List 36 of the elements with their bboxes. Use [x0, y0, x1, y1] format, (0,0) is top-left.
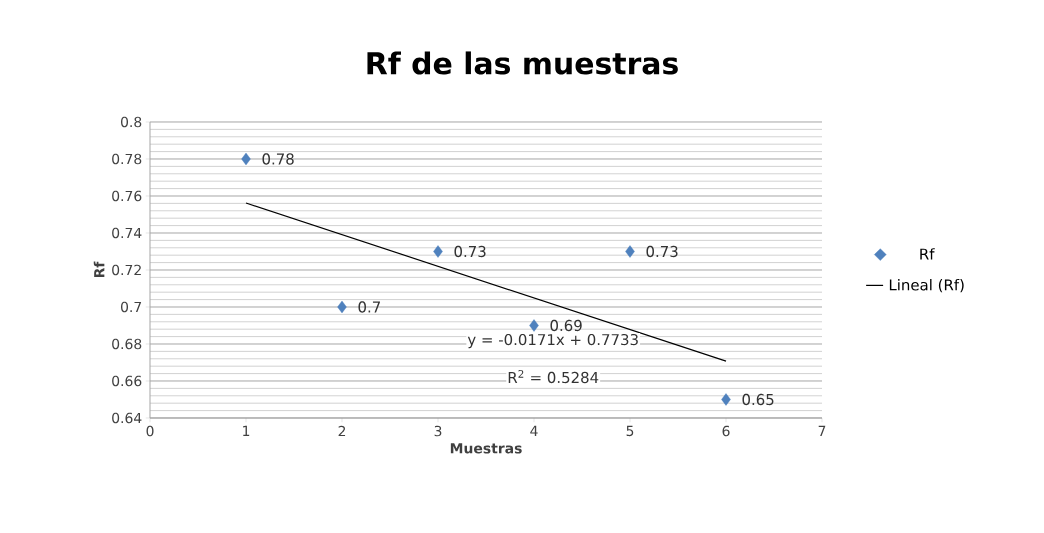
y-tick-label: 0.8	[120, 116, 142, 128]
data-label: 0.73	[454, 245, 486, 258]
x-tick-label: 2	[338, 425, 346, 437]
legend-label: Lineal (Rf)	[889, 278, 964, 293]
annotation: y = -0.0171x + 0.7733	[467, 333, 638, 349]
x-tick-label: 0	[146, 425, 154, 437]
data-label: 0.78	[262, 153, 294, 165]
point	[721, 393, 731, 406]
x-tick-label: 6	[722, 425, 730, 437]
point	[625, 245, 635, 258]
chart-title: Rf de las muestras	[367, 51, 678, 75]
y-tick-label: 0.7	[120, 301, 142, 313]
y-tick-label: 0.76	[112, 190, 142, 202]
y-tick-label: 0.72	[112, 264, 141, 276]
y-tick-label: 0.68	[112, 338, 142, 350]
data-label: 0.73	[646, 245, 678, 258]
y-tick-label: 0.74	[112, 227, 142, 239]
x-tick-label: 4	[530, 425, 538, 436]
x-tick-label: 3	[434, 425, 442, 437]
x-tick-label: 7	[818, 425, 826, 436]
y-tick-label: 0.64	[112, 412, 142, 424]
x-axis-title: Muestras	[450, 443, 522, 454]
y-axis-title: Rf	[93, 261, 105, 278]
y-tick-label: 0.78	[112, 153, 142, 165]
annotation: R$^{2}$ = 0.5284	[508, 369, 599, 384]
data-label: 0.65	[742, 393, 774, 406]
point	[433, 245, 443, 258]
x-tick-label: 1	[243, 425, 250, 436]
point	[241, 152, 251, 166]
data-label: 0.69	[550, 319, 582, 332]
y-tick-label: 0.66	[112, 375, 142, 387]
x-tick-label: 5	[626, 425, 634, 437]
point	[337, 300, 347, 314]
data-label: 0.7	[358, 301, 380, 313]
point	[529, 319, 539, 332]
legend-label: Rf	[920, 248, 935, 260]
